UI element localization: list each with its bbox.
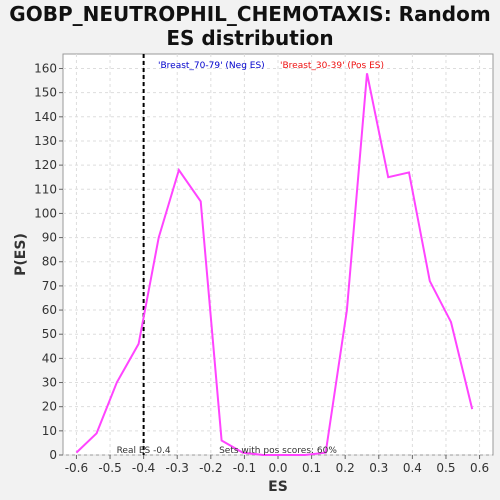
y-tick-label: 90 — [42, 231, 57, 245]
pos-es-label: 'Breast_30-39' (Pos ES) — [280, 61, 384, 71]
y-tick-label: 100 — [34, 206, 57, 220]
x-tick-label: -0.1 — [233, 461, 256, 475]
es-distribution-line — [75, 73, 474, 456]
y-tick-label: 120 — [34, 158, 57, 172]
x-tick-label: 0.0 — [268, 461, 287, 475]
x-tick-label: 0.4 — [403, 461, 422, 475]
axes: -0.6 -0.5 -0.4 -0.3 -0.2 -0.1 0.0 0.1 0.2 0.3 0.4 0… — [34, 54, 489, 475]
real-es-label: Real ES -0.4 — [117, 446, 171, 456]
y-axis-label: P(ES) — [13, 233, 29, 276]
y-tick-label: 30 — [42, 376, 57, 390]
y-tick-label: 130 — [34, 134, 57, 148]
x-tick-label: -0.5 — [98, 461, 121, 475]
y-tick-label: 50 — [42, 327, 57, 341]
y-tick-label: 40 — [42, 351, 57, 365]
y-tick-label: 110 — [34, 182, 57, 196]
y-tick-label: 60 — [42, 303, 57, 317]
x-tick-label: 0.2 — [336, 461, 355, 475]
neg-es-label: 'Breast_70-79' (Neg ES) — [158, 61, 265, 71]
y-tick-label: 0 — [49, 448, 57, 462]
y-tick-label: 80 — [42, 255, 57, 269]
x-tick-label: 0.1 — [302, 461, 321, 475]
x-tick-label: -0.6 — [65, 461, 88, 475]
x-tick-label: 0.5 — [436, 461, 455, 475]
y-tick-label: 70 — [42, 279, 57, 293]
y-tick-label: 160 — [34, 61, 57, 75]
x-tick-label: 0.3 — [369, 461, 388, 475]
grid — [63, 54, 493, 456]
series-layer — [75, 73, 474, 456]
chart-title: GOBP_NEUTROPHIL_CHEMOTAXIS: Random ES di… — [9, 2, 491, 50]
x-axis-label: ES — [268, 479, 288, 495]
pos-scores-label: Sets with pos scores: 60% — [219, 446, 337, 456]
annotations: 'Breast_70-79' (Neg ES) 'Breast_30-39' (… — [117, 61, 384, 456]
x-tick-label: -0.4 — [132, 461, 155, 475]
x-tick-label: -0.3 — [166, 461, 189, 475]
y-tick-label: 150 — [34, 86, 57, 100]
y-tick-label: 20 — [42, 400, 57, 414]
y-tick-label: 10 — [42, 424, 57, 438]
y-tick-label: 140 — [34, 110, 57, 124]
x-tick-label: 0.6 — [470, 461, 489, 475]
x-tick-label: -0.2 — [199, 461, 222, 475]
